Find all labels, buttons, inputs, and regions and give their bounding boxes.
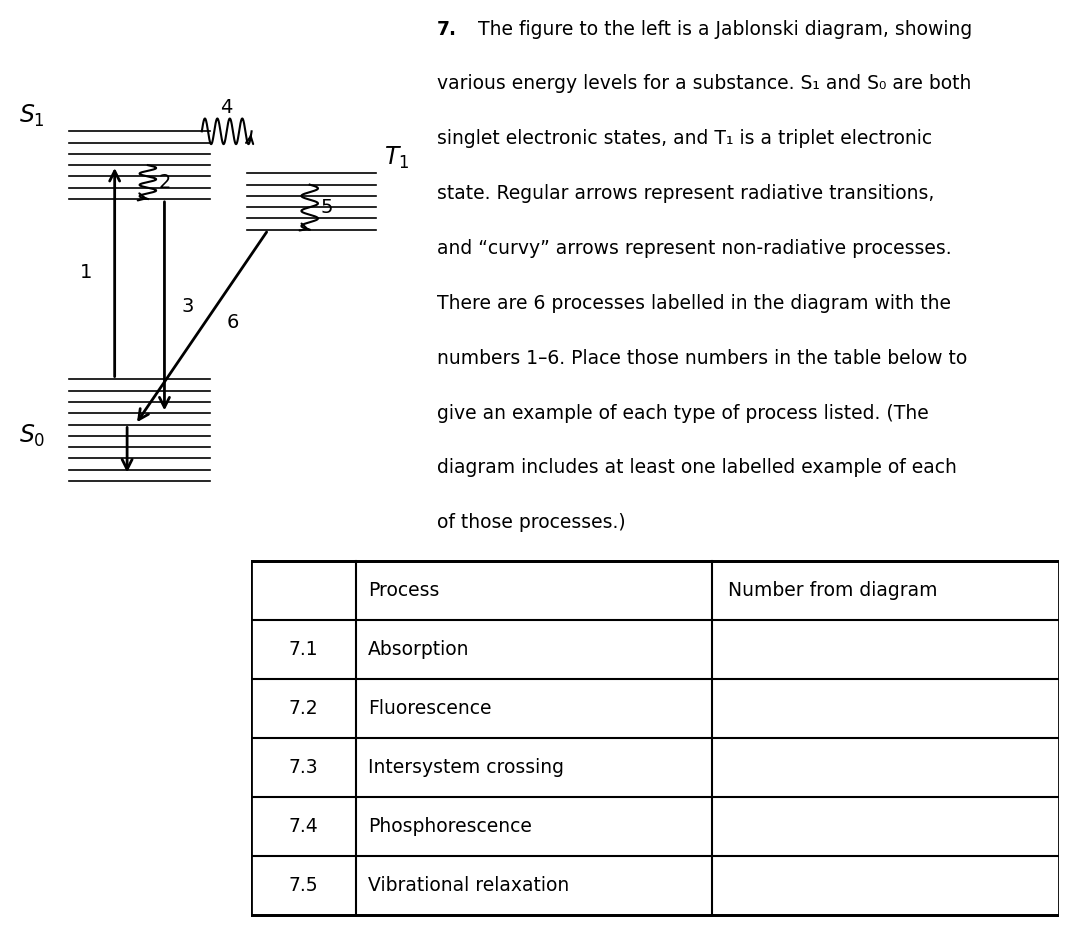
Text: 7.3: 7.3 bbox=[289, 758, 319, 777]
Text: 6: 6 bbox=[227, 312, 239, 332]
Text: diagram includes at least one labelled example of each: diagram includes at least one labelled e… bbox=[437, 459, 957, 477]
Text: of those processes.): of those processes.) bbox=[437, 514, 626, 532]
Text: give an example of each type of process listed. (The: give an example of each type of process … bbox=[437, 404, 928, 422]
Text: The figure to the left is a Jablonski diagram, showing: The figure to the left is a Jablonski di… bbox=[478, 20, 972, 38]
Text: state. Regular arrows represent radiative transitions,: state. Regular arrows represent radiativ… bbox=[437, 185, 934, 203]
Text: Intersystem crossing: Intersystem crossing bbox=[368, 758, 565, 777]
Text: numbers 1–6. Place those numbers in the table below to: numbers 1–6. Place those numbers in the … bbox=[437, 349, 968, 367]
Text: 5: 5 bbox=[320, 198, 333, 216]
Text: Vibrational relaxation: Vibrational relaxation bbox=[368, 876, 570, 896]
Text: There are 6 processes labelled in the diagram with the: There are 6 processes labelled in the di… bbox=[437, 294, 951, 313]
Text: 7.1: 7.1 bbox=[289, 640, 319, 659]
Text: $T_1$: $T_1$ bbox=[384, 144, 410, 171]
Text: 7.2: 7.2 bbox=[289, 699, 319, 719]
Text: 3: 3 bbox=[181, 296, 193, 316]
Text: $S_0$: $S_0$ bbox=[20, 423, 46, 449]
Text: Phosphorescence: Phosphorescence bbox=[368, 817, 532, 836]
Text: singlet electronic states, and T₁ is a triplet electronic: singlet electronic states, and T₁ is a t… bbox=[437, 130, 931, 148]
Text: 7.5: 7.5 bbox=[289, 876, 319, 896]
Text: Fluorescence: Fluorescence bbox=[368, 699, 491, 719]
Text: Number from diagram: Number from diagram bbox=[728, 581, 937, 600]
Text: $S_1$: $S_1$ bbox=[20, 103, 45, 129]
Text: 2: 2 bbox=[158, 172, 170, 192]
Text: and “curvy” arrows represent non-radiative processes.: and “curvy” arrows represent non-radiati… bbox=[437, 239, 951, 258]
Text: 7.: 7. bbox=[437, 20, 456, 38]
Text: 1: 1 bbox=[80, 263, 92, 281]
Text: Process: Process bbox=[368, 581, 440, 600]
Text: 7.4: 7.4 bbox=[288, 817, 319, 836]
Text: various energy levels for a substance. S₁ and S₀ are both: various energy levels for a substance. S… bbox=[437, 75, 971, 93]
Text: 4: 4 bbox=[221, 98, 233, 117]
Text: Absorption: Absorption bbox=[368, 640, 470, 659]
